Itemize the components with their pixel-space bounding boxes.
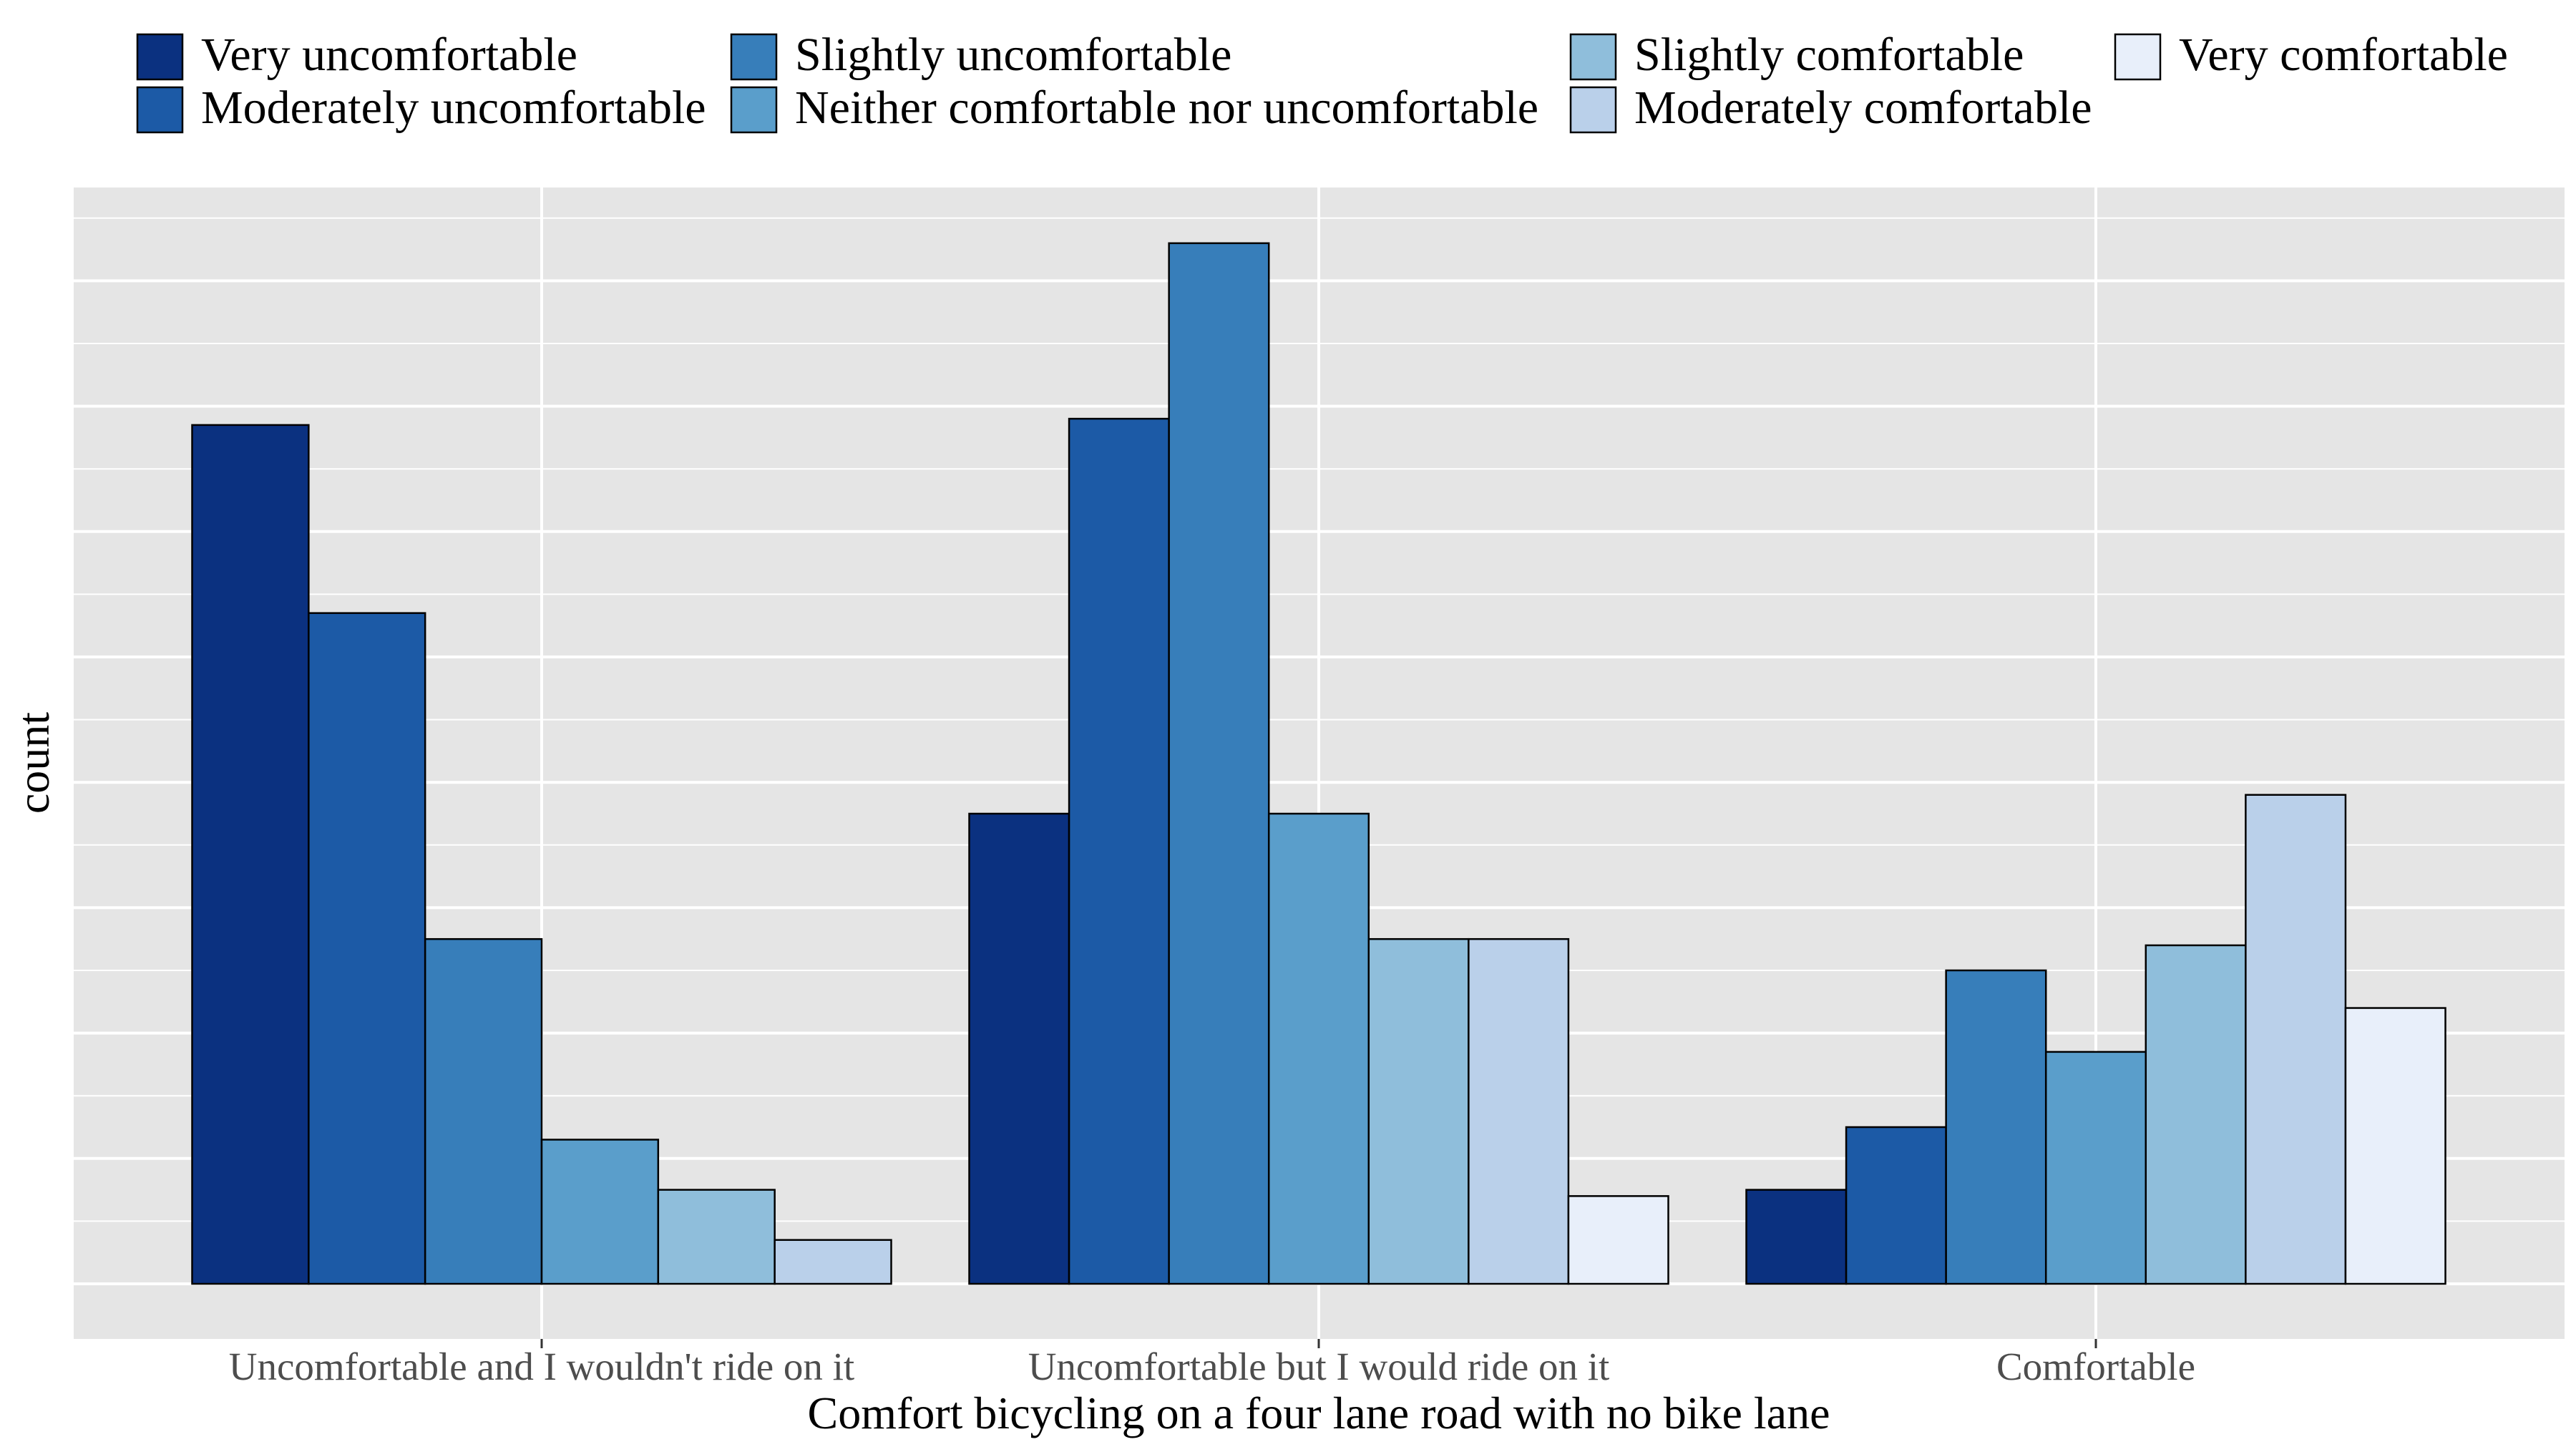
bar — [1367, 937, 1470, 1285]
bar — [968, 812, 1070, 1285]
x-tick-label: Uncomfortable but I would ride on it — [1028, 1345, 1610, 1388]
bar — [2245, 794, 2347, 1285]
bar — [1567, 1195, 1669, 1285]
bar — [774, 1239, 892, 1285]
legend-swatch — [136, 86, 184, 134]
bar — [1945, 969, 2047, 1285]
legend-label: Slightly comfortable — [1634, 29, 2024, 81]
legend-swatch — [1569, 33, 1617, 81]
bar — [1168, 242, 1270, 1285]
bar — [2145, 944, 2247, 1285]
legend-swatch — [136, 33, 184, 81]
bars — [191, 242, 2446, 1285]
legend-swatch — [730, 33, 778, 81]
x-axis-ticks: Uncomfortable and I wouldn't ride on it U… — [229, 1339, 2195, 1388]
bar — [1468, 937, 1570, 1285]
x-tick-label: Comfortable — [1996, 1345, 2195, 1388]
legend-swatch — [1569, 86, 1617, 134]
bar — [191, 424, 310, 1285]
legend-swatch — [730, 86, 778, 134]
bar — [2044, 1051, 2147, 1285]
legend-label: Slightly uncomfortable — [795, 29, 1231, 81]
x-axis-title: Comfort bicycling on a four lane road wi… — [808, 1388, 1830, 1438]
legend-label: Very uncomfortable — [201, 29, 577, 81]
legend-label: Neither comfortable nor uncomfortable — [795, 82, 1538, 134]
legend-label: Moderately uncomfortable — [201, 82, 706, 134]
legend-swatch — [2114, 33, 2162, 81]
legend-label: Moderately comfortable — [1634, 82, 2092, 134]
bar — [1068, 417, 1170, 1285]
bar — [308, 612, 426, 1285]
legend-label: Very comfortable — [2179, 29, 2508, 81]
bar — [1745, 1189, 1848, 1285]
bar — [2344, 1007, 2446, 1285]
bar — [1267, 812, 1370, 1285]
bar — [424, 937, 543, 1285]
y-axis-title: count — [8, 712, 59, 814]
bar — [540, 1139, 660, 1285]
bar — [1845, 1126, 1947, 1285]
x-tick-label: Uncomfortable and I wouldn't ride on it — [229, 1345, 854, 1388]
bar — [657, 1189, 776, 1285]
